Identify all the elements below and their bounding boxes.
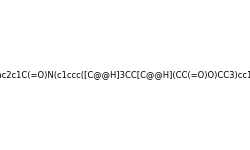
Text: Nc1ncnc2c1C(=O)N(c1ccc([C@@H]3CC[C@@H](CC(=O)O)CC3)cc1)CCO2: Nc1ncnc2c1C(=O)N(c1ccc([C@@H]3CC[C@@H](C… xyxy=(0,70,250,80)
